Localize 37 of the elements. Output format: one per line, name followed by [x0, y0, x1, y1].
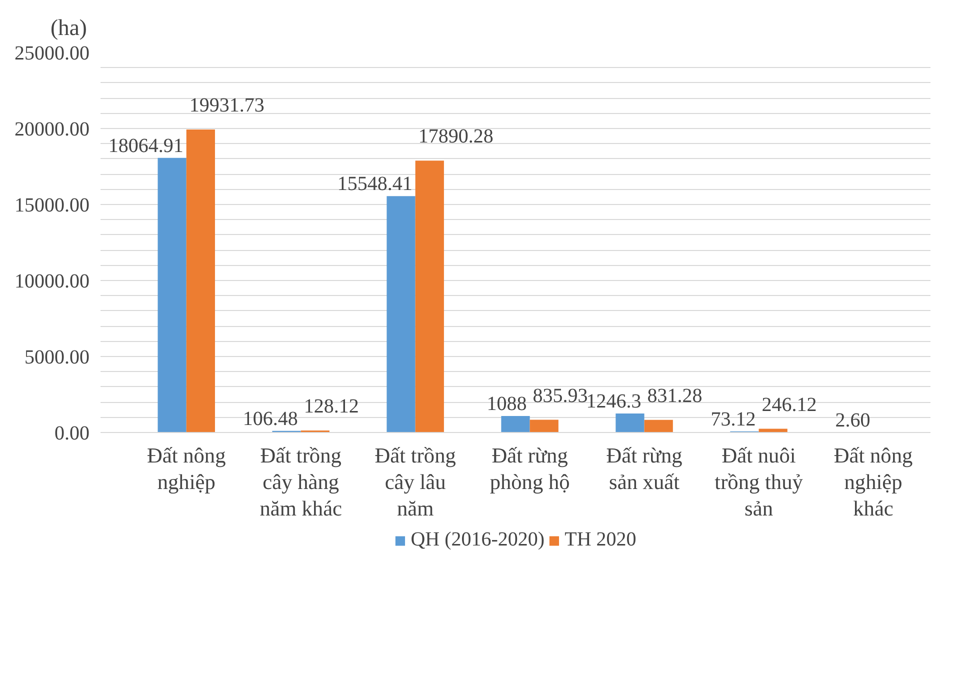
bar: [644, 420, 673, 432]
y-tick-label: 25000.00: [14, 42, 90, 64]
data-label: 15548.41: [337, 173, 412, 196]
data-label: 17890.28: [418, 126, 494, 148]
x-tick-label: Đất nông nghiệp: [146, 444, 226, 494]
data-label: 128.12: [304, 396, 359, 418]
y-tick-label: 15000.00: [14, 194, 90, 216]
data-label: 19931.73: [189, 94, 264, 117]
y-tick-label: 20000.00: [14, 118, 90, 140]
y-tick-label: 5000.00: [24, 346, 90, 368]
x-tick-label: Đất trồng cây hàng năm khác: [260, 444, 342, 520]
x-tick-label: Đất nông nghiệp khác: [834, 444, 913, 520]
data-label: 831.28: [647, 384, 702, 407]
bar: [386, 196, 416, 432]
bar: [415, 160, 444, 432]
y-tick-label: 10000.00: [14, 270, 90, 292]
legend-label: TH 2020: [564, 528, 636, 552]
bar: [530, 420, 558, 432]
legend-label: QH (2016-2020): [410, 528, 545, 552]
data-label: 18064.91: [108, 134, 184, 157]
data-label: 1088: [486, 392, 527, 415]
x-tick-label: Đất trồng cây lâu năm: [374, 444, 456, 520]
data-label: 1246.3: [586, 390, 642, 413]
data-label: 835.93: [532, 384, 588, 407]
y-tick-label: 0.00: [54, 422, 90, 444]
data-label: 246.12: [762, 394, 817, 416]
data-label: 2.60: [835, 409, 870, 432]
y-axis-title: (ha): [50, 15, 87, 40]
bar: [501, 416, 530, 432]
bar: [186, 130, 215, 432]
x-tick-label: Đất rừng phòng hộ: [490, 444, 570, 494]
bar: [616, 414, 644, 432]
data-label: 106.48: [242, 408, 298, 430]
bar: [158, 158, 186, 432]
x-tick-label: Đất nuôi trồng thuỷ sản: [714, 444, 804, 520]
x-tick-label: Đất rừng sản xuất: [606, 444, 683, 494]
data-label: 73.12: [710, 408, 756, 430]
